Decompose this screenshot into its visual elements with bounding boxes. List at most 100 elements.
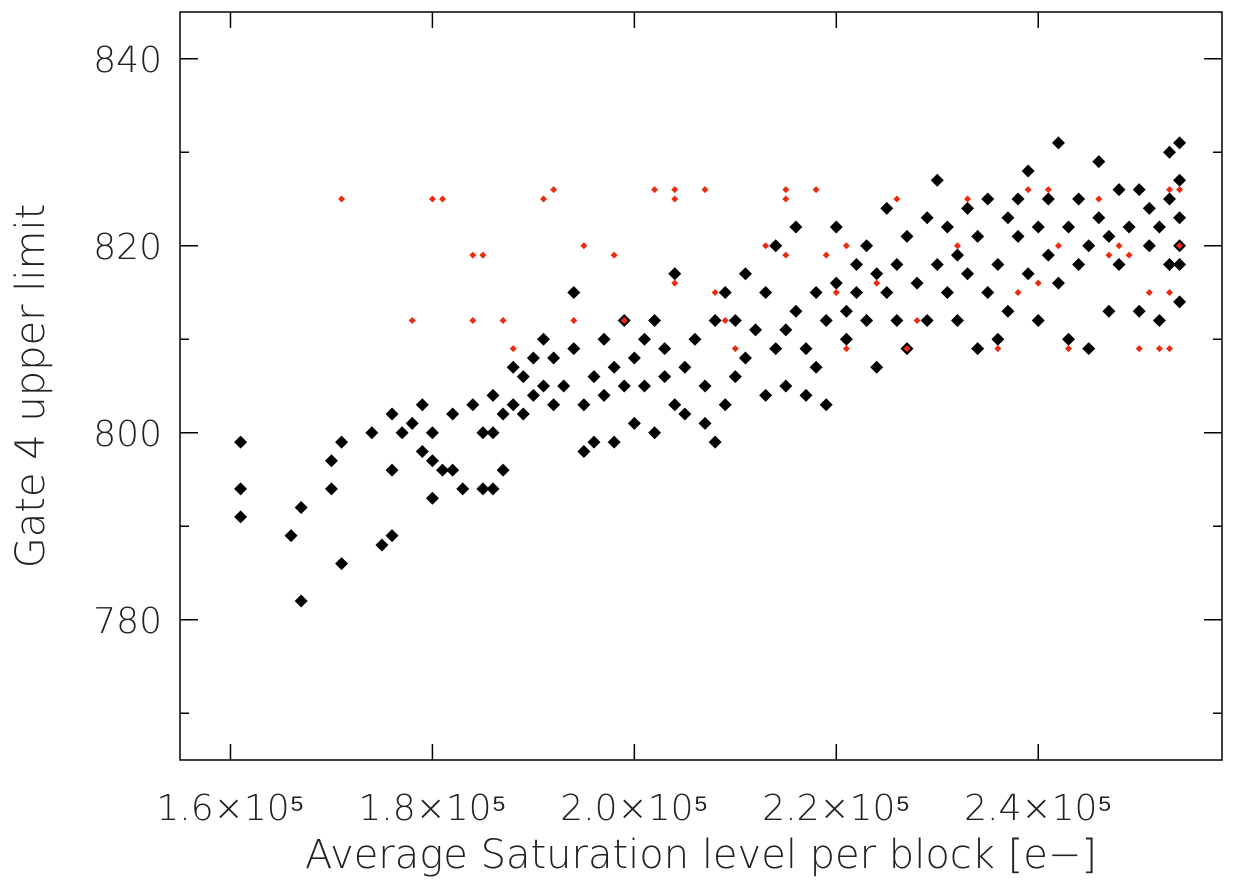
data-point — [234, 482, 248, 496]
data-point — [708, 314, 722, 328]
data-point — [597, 332, 611, 346]
y-tick-label: 840 — [93, 40, 162, 81]
data-point — [961, 201, 975, 215]
data-point — [1041, 248, 1055, 262]
data-point — [789, 304, 803, 318]
data-point — [1031, 314, 1045, 328]
data-point — [570, 317, 578, 325]
data-point — [587, 435, 601, 449]
data-point — [849, 257, 863, 271]
data-point — [506, 398, 520, 412]
data-point — [671, 195, 679, 203]
data-point — [819, 314, 833, 328]
data-point — [718, 286, 732, 299]
data-point — [971, 342, 985, 356]
data-point — [1024, 186, 1032, 194]
data-point — [486, 426, 500, 440]
data-point — [405, 416, 419, 430]
data-point — [799, 342, 813, 356]
data-point — [1011, 192, 1025, 206]
data-point — [701, 186, 709, 194]
data-point — [385, 463, 399, 477]
data-point — [567, 286, 581, 299]
data-point — [415, 398, 429, 412]
data-point — [476, 482, 490, 496]
data-point — [738, 351, 752, 365]
data-point — [779, 379, 793, 393]
x-axis-label: Average Saturation level per block [e−] — [305, 832, 1097, 878]
data-point — [479, 251, 487, 259]
data-point — [284, 529, 298, 543]
data-point — [395, 426, 409, 440]
data-point — [496, 463, 510, 477]
data-point — [698, 379, 712, 393]
data-point — [637, 379, 651, 393]
data-point — [1095, 195, 1103, 203]
y-axis-label: Gate 4 upper limit — [8, 204, 54, 569]
data-point — [1034, 279, 1042, 287]
data-point — [335, 435, 349, 449]
data-point — [375, 538, 389, 552]
data-point — [671, 186, 679, 194]
data-point — [668, 398, 682, 412]
data-point — [759, 286, 773, 299]
data-point — [469, 317, 477, 325]
data-point — [819, 398, 833, 412]
data-point — [620, 317, 628, 325]
data-point — [1092, 155, 1106, 169]
data-point — [1112, 183, 1126, 197]
data-point — [728, 370, 742, 384]
data-point — [991, 257, 1005, 271]
data-point — [547, 351, 561, 365]
data-point — [893, 195, 901, 203]
data-point — [365, 426, 379, 440]
data-point — [1021, 267, 1035, 281]
data-point — [425, 491, 439, 505]
data-point — [587, 370, 601, 384]
x-tick-label: 2.0×10⁵ — [560, 788, 708, 829]
data-point — [1122, 220, 1136, 234]
data-point — [809, 286, 823, 299]
data-point — [1062, 332, 1076, 346]
data-point — [971, 229, 985, 243]
data-point — [1176, 186, 1184, 194]
data-point — [516, 370, 530, 384]
data-point — [769, 342, 783, 356]
data-point — [759, 388, 773, 402]
data-point — [1135, 345, 1143, 353]
data-point — [1152, 220, 1166, 234]
data-point — [550, 186, 558, 194]
data-point — [610, 251, 618, 259]
data-point — [637, 332, 651, 346]
data-point — [839, 304, 853, 318]
data-point — [1082, 342, 1096, 356]
data-point — [961, 267, 975, 281]
y-tick-label: 780 — [93, 601, 162, 642]
data-point — [721, 317, 729, 325]
data-point — [870, 360, 884, 374]
data-point — [1173, 173, 1187, 187]
data-point — [658, 370, 672, 384]
data-point — [930, 257, 944, 271]
data-point — [839, 332, 853, 346]
plot-frame — [179, 11, 1223, 761]
data-point — [829, 276, 843, 290]
data-point — [940, 286, 954, 299]
data-point — [1145, 289, 1153, 296]
data-point — [658, 342, 672, 356]
data-point — [547, 398, 561, 412]
data-point — [1062, 220, 1076, 234]
data-point — [567, 342, 581, 356]
data-point — [782, 251, 790, 259]
data-point — [711, 289, 719, 296]
data-point — [731, 345, 739, 353]
data-point — [486, 482, 500, 496]
data-point — [749, 323, 763, 337]
data-point — [577, 398, 591, 412]
data-point — [648, 426, 662, 440]
data-point — [439, 195, 447, 203]
data-point — [678, 407, 692, 421]
data-point — [1162, 145, 1176, 159]
data-point — [779, 323, 793, 337]
data-point — [678, 360, 692, 374]
